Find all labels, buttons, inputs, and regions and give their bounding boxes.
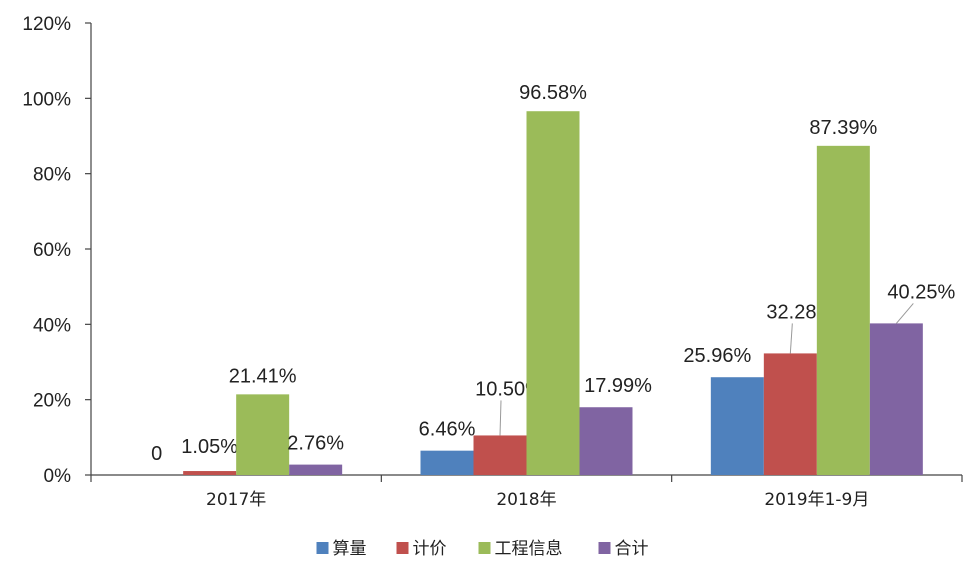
- data-label: 6.46%: [419, 419, 476, 441]
- y-tick-label: 60%: [33, 240, 71, 261]
- data-label: 2.76%: [287, 433, 344, 455]
- data-label: 96.58%: [519, 82, 587, 104]
- leader-line: [789, 323, 793, 354]
- legend-swatch-2: [396, 542, 409, 554]
- legend-label-3: 工程信息: [495, 539, 563, 559]
- legend-swatch-3: [478, 542, 491, 554]
- y-tick-label: 80%: [33, 165, 71, 186]
- legend-label-1: 算量: [333, 539, 367, 559]
- x-category-label: 2019年1-9月: [764, 490, 869, 510]
- bar-4-1: [289, 464, 343, 475]
- y-tick-label: 20%: [33, 391, 71, 412]
- data-label: 10.50%: [475, 378, 543, 400]
- bar-3-3: [816, 145, 870, 475]
- y-tick-label: 120%: [22, 14, 71, 35]
- data-label: 87.39%: [809, 117, 877, 139]
- legend-label-4: 合计: [615, 539, 649, 559]
- x-category-label: 2017年: [206, 490, 266, 510]
- bar-3-1: [236, 394, 290, 475]
- legend-label-2: 计价: [413, 539, 447, 559]
- data-label: 1.05%: [181, 436, 238, 458]
- bar-1-3: [710, 377, 764, 475]
- bar-2-1: [183, 471, 237, 475]
- bar-2-2: [473, 435, 527, 475]
- bar-2-3: [763, 353, 817, 475]
- bar-3-2: [526, 111, 580, 475]
- x-category-label: 2018年: [496, 490, 556, 510]
- leader-line: [895, 303, 914, 324]
- bar-4-3: [869, 323, 923, 475]
- bar-4-2: [579, 407, 633, 475]
- data-label: 40.25%: [887, 281, 955, 303]
- legend-swatch-4: [598, 542, 611, 554]
- y-tick-label: 40%: [33, 315, 71, 336]
- y-tick-label: 0%: [44, 466, 72, 487]
- data-label: 17.99%: [584, 375, 652, 397]
- y-tick-label: 100%: [22, 89, 71, 110]
- legend-swatch-1: [316, 542, 329, 554]
- data-label: 25.96%: [683, 345, 751, 367]
- leader-line: [499, 400, 502, 436]
- bar-1-2: [420, 450, 474, 475]
- data-label: 0: [151, 443, 162, 465]
- data-label: 21.41%: [229, 365, 297, 387]
